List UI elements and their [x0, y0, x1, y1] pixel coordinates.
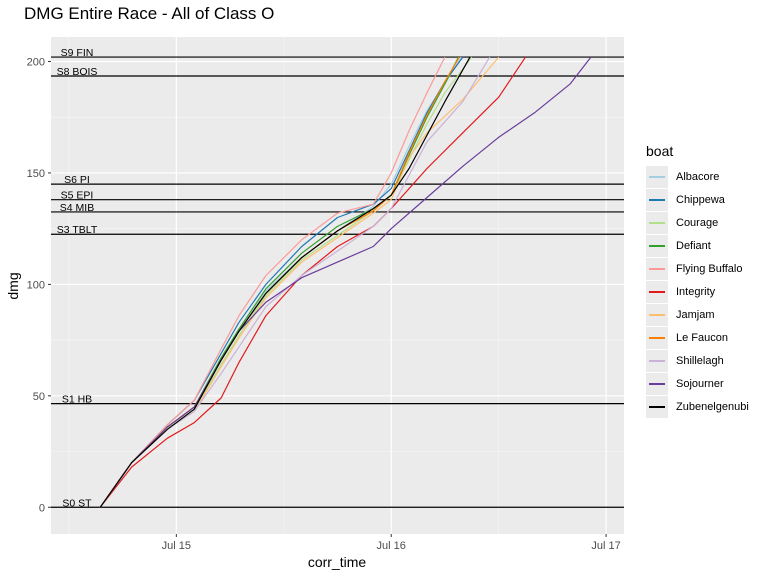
- legend-swatch: [649, 198, 665, 201]
- legend-swatch: [649, 359, 665, 362]
- y-tick-label: 100: [27, 279, 45, 291]
- legend-swatch: [649, 336, 665, 339]
- stage-label: S8 BOIS: [57, 66, 98, 78]
- legend-label: Shillelagh: [676, 354, 724, 367]
- legend-label: Courage: [676, 216, 719, 229]
- stage-label: S9 FIN: [61, 47, 94, 59]
- legend-swatch: [649, 244, 665, 247]
- legend-swatch: [649, 175, 665, 178]
- x-tick-label: Jul 16: [377, 540, 406, 552]
- legend-label: Defiant: [676, 239, 711, 252]
- legend-label: Flying Buffalo: [676, 262, 743, 275]
- legend: boat Albacore Chippewa Courage Defiant Flyin…: [646, 143, 749, 418]
- y-tick-label: 50: [33, 391, 45, 403]
- legend-key: [646, 280, 668, 303]
- legend-key: [646, 211, 668, 234]
- legend-label: Sojourner: [676, 377, 724, 390]
- legend-item: Flying Buffalo: [646, 257, 749, 280]
- y-tick-label: 150: [27, 168, 45, 180]
- legend-item: Integrity: [646, 280, 749, 303]
- legend-key: [646, 326, 668, 349]
- chart-title: DMG Entire Race - All of Class O: [24, 4, 275, 23]
- stage-label: S3 TBLT: [57, 224, 98, 236]
- series-line-sojourner: [99, 56, 592, 508]
- legend-key: [646, 188, 668, 211]
- legend-key: [646, 395, 668, 418]
- legend-swatch: [649, 313, 665, 316]
- series-line-zubenelgenubi: [99, 56, 471, 508]
- y-tick-label: 0: [39, 502, 45, 514]
- y-tick-label: 200: [27, 57, 45, 69]
- legend-swatch: [649, 290, 665, 293]
- legend-key: [646, 165, 668, 188]
- legend-item: Chippewa: [646, 188, 749, 211]
- legend-item: Zubenelgenubi: [646, 395, 749, 418]
- legend-key: [646, 349, 668, 372]
- y-axis-title: dmg: [5, 272, 21, 299]
- legend-swatch: [649, 221, 665, 224]
- x-tick-label: Jul 17: [591, 540, 620, 552]
- legend-label: Chippewa: [676, 193, 725, 206]
- legend-items: Albacore Chippewa Courage Defiant Flying Buf…: [646, 165, 749, 418]
- legend-label: Zubenelgenubi: [676, 400, 749, 413]
- legend-swatch: [649, 267, 665, 270]
- legend-item: Defiant: [646, 234, 749, 257]
- x-tick-label: Jul 15: [162, 540, 191, 552]
- legend-item: Courage: [646, 211, 749, 234]
- series-line-flying-buffalo: [99, 56, 446, 508]
- legend-item: Albacore: [646, 165, 749, 188]
- plot-panel: [51, 37, 624, 534]
- stage-label: S6 PI: [64, 174, 90, 186]
- y-axis-ticks: 0 50 100 150 200: [27, 57, 51, 514]
- legend-key: [646, 234, 668, 257]
- legend-label: Le Faucon: [676, 331, 728, 344]
- stage-label: S5 EPI: [61, 190, 94, 202]
- legend-item: Jamjam: [646, 303, 749, 326]
- legend-swatch: [649, 405, 665, 408]
- legend-item: Sojourner: [646, 372, 749, 395]
- stage-label: S4 MIB: [60, 202, 94, 214]
- legend-label: Jamjam: [676, 308, 715, 321]
- legend-label: Albacore: [676, 170, 720, 183]
- stage-label: S1 HB: [62, 394, 92, 406]
- x-axis-ticks: Jul 15 Jul 16 Jul 17: [162, 534, 621, 552]
- legend-item: Le Faucon: [646, 326, 749, 349]
- legend-key: [646, 303, 668, 326]
- legend-item: Shillelagh: [646, 349, 749, 372]
- legend-key: [646, 257, 668, 280]
- x-axis-title: corr_time: [308, 554, 367, 570]
- legend-key: [646, 372, 668, 395]
- series-lines: [99, 56, 592, 508]
- legend-title: boat: [646, 143, 674, 159]
- legend-label: Integrity: [676, 285, 716, 298]
- legend-swatch: [649, 382, 665, 385]
- stage-label: S0 ST: [62, 497, 92, 509]
